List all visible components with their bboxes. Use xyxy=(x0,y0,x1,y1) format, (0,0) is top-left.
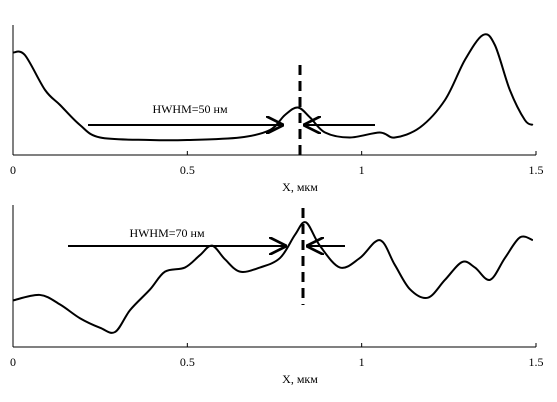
x-axis-label: X, мкм xyxy=(282,180,318,194)
x-tick-label: 0 xyxy=(10,163,16,177)
x-tick-label: 1.5 xyxy=(529,355,544,369)
x-tick-label: 0.5 xyxy=(180,355,195,369)
x-tick-label: 0 xyxy=(10,355,16,369)
x-tick-label: 1.5 xyxy=(529,163,544,177)
annotation: HWHM=50 нм xyxy=(152,102,228,116)
x-axis-label: X, мкм xyxy=(282,372,318,386)
x-tick-label: 1 xyxy=(359,355,365,369)
x-tick-label: 1 xyxy=(359,163,365,177)
line xyxy=(12,221,534,334)
x-tick-label: 0.5 xyxy=(180,163,195,177)
annotation: HWHM=70 нм xyxy=(129,226,205,240)
